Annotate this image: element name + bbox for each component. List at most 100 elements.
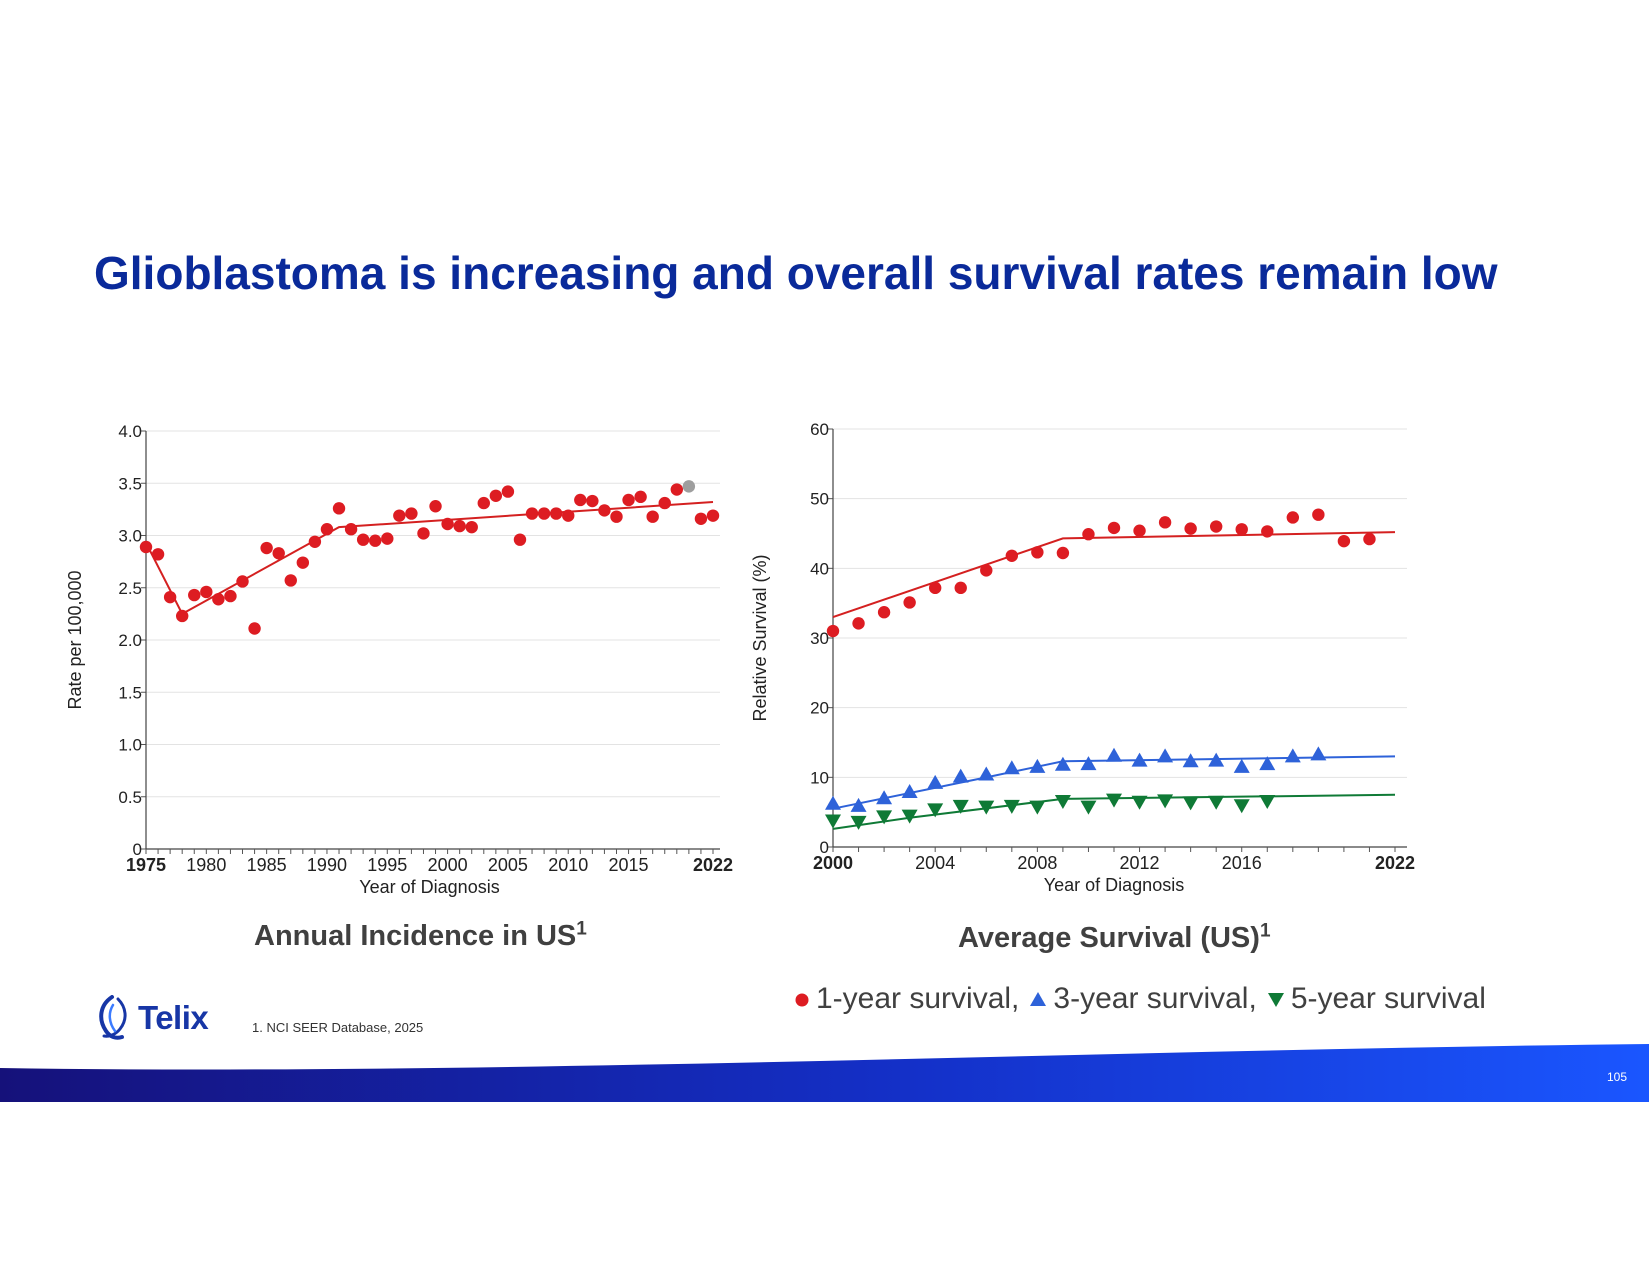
survival-x-axis-title: Year of Diagnosis (1044, 875, 1184, 895)
incidence-point (151, 548, 165, 561)
survival-point (1158, 516, 1172, 529)
incidence-point (634, 490, 647, 504)
survival-y-tick-label: 50 (810, 490, 829, 509)
incidence-point (453, 519, 466, 533)
incidence-y-tick-label: 1.5 (118, 683, 142, 702)
incidence-x-axis-title: Year of Diagnosis (359, 877, 499, 897)
incidence-point (139, 540, 153, 554)
survival-point (877, 606, 891, 619)
incidence-point (562, 509, 575, 522)
legend-item-5-year: 5-year survival (1265, 982, 1486, 1016)
incidence-footnote-ref: 1 (576, 918, 587, 940)
survival-point (1003, 760, 1020, 775)
survival-point (927, 774, 944, 789)
survival-point (1182, 796, 1199, 811)
survival-point (1233, 799, 1250, 814)
survival-point (1131, 795, 1148, 810)
survival-point (1312, 508, 1325, 521)
survival-point (952, 799, 969, 814)
survival-point (1133, 524, 1146, 537)
incidence-x-tick-label: 1995 (367, 855, 407, 875)
survival-point (1209, 520, 1223, 533)
incidence-point (525, 507, 539, 520)
survival-footnote-ref: 1 (1259, 920, 1271, 942)
survival-y-tick-label: 30 (810, 629, 829, 648)
survival-point (1005, 549, 1019, 562)
survival-point (825, 795, 841, 810)
incidence-point (356, 533, 370, 546)
survival-point (1259, 795, 1276, 810)
incidence-point (163, 590, 177, 604)
survival-point (1029, 800, 1046, 815)
incidence-point (574, 493, 587, 507)
incidence-point (429, 500, 442, 513)
incidence-y-tick-label: 0.5 (118, 788, 142, 807)
incidence-y-tick-label: 2.5 (118, 579, 142, 598)
logo-text: Telix (138, 999, 209, 1036)
incidence-x-tick-label: 2022 (693, 855, 733, 875)
survival-point (952, 768, 969, 783)
incidence-y-tick-label: 3.5 (118, 474, 142, 493)
incidence-point (188, 588, 201, 602)
incidence-y-tick-label: 2.0 (118, 631, 142, 650)
survival-trend-line (832, 531, 1396, 619)
survival-x-tick-label: 2012 (1120, 853, 1160, 873)
incidence-point (694, 512, 708, 525)
incidence-x-tick-label: 1985 (247, 855, 287, 875)
survival-point (1056, 546, 1070, 560)
incidence-point (284, 574, 297, 587)
incidence-point (549, 507, 563, 520)
survival-point (1184, 522, 1197, 535)
incidence-point (405, 507, 418, 520)
survival-point (852, 617, 865, 630)
survival-point (876, 810, 893, 825)
page-number: 105 (1606, 1070, 1627, 1084)
survival-point (927, 803, 944, 818)
incidence-point (224, 589, 237, 603)
survival-point (954, 581, 967, 595)
survival-point (1261, 525, 1274, 538)
incidence-y-tick-label: 0 (133, 840, 142, 859)
incidence-point (236, 575, 249, 588)
incidence-point (381, 532, 394, 545)
survival-point (1182, 753, 1199, 768)
footer-band (0, 1044, 1649, 1102)
survival-x-tick-label: 2004 (915, 853, 955, 873)
survival-chart-title: Average Survival (US)1 (958, 920, 1271, 954)
survival-point (928, 581, 942, 595)
incidence-y-tick-label: 4.0 (118, 422, 142, 441)
incidence-point (706, 509, 720, 522)
survival-point (826, 624, 840, 638)
incidence-point (622, 493, 635, 507)
incidence-point (465, 520, 478, 534)
survival-point (1106, 793, 1122, 808)
legend-label: 3-year survival, (1053, 982, 1257, 1015)
incidence-point (212, 593, 225, 606)
survival-y-axis-title: Relative Survival (%) (750, 554, 770, 721)
incidence-x-tick-label: 1975 (126, 855, 166, 875)
survival-point (1031, 546, 1044, 559)
incidence-point (260, 541, 273, 555)
survival-point (1284, 748, 1301, 763)
survival-point (1157, 794, 1174, 809)
survival-y-tick-label: 20 (810, 699, 829, 718)
incidence-x-tick-label: 1980 (186, 855, 226, 875)
incidence-point (175, 609, 189, 623)
triangle-down-marker-icon (1267, 993, 1284, 1007)
incidence-point (332, 502, 346, 515)
survival-point (980, 564, 993, 577)
incidence-point (369, 534, 382, 547)
incidence-x-tick-label: 2005 (488, 855, 528, 875)
incidence-point (417, 527, 430, 540)
incidence-point (320, 523, 334, 536)
slide-title: Glioblastoma is increasing and overall s… (94, 247, 1498, 299)
survival-point (1363, 532, 1376, 546)
incidence-point (200, 585, 213, 599)
survival-point (850, 797, 867, 812)
incidence-point (598, 504, 611, 517)
survival-point (1157, 748, 1174, 763)
survival-point (1235, 523, 1248, 536)
legend-item-1-year: 1-year survival, (792, 982, 1019, 1016)
survival-point (825, 814, 841, 829)
survival-point (1054, 795, 1071, 810)
